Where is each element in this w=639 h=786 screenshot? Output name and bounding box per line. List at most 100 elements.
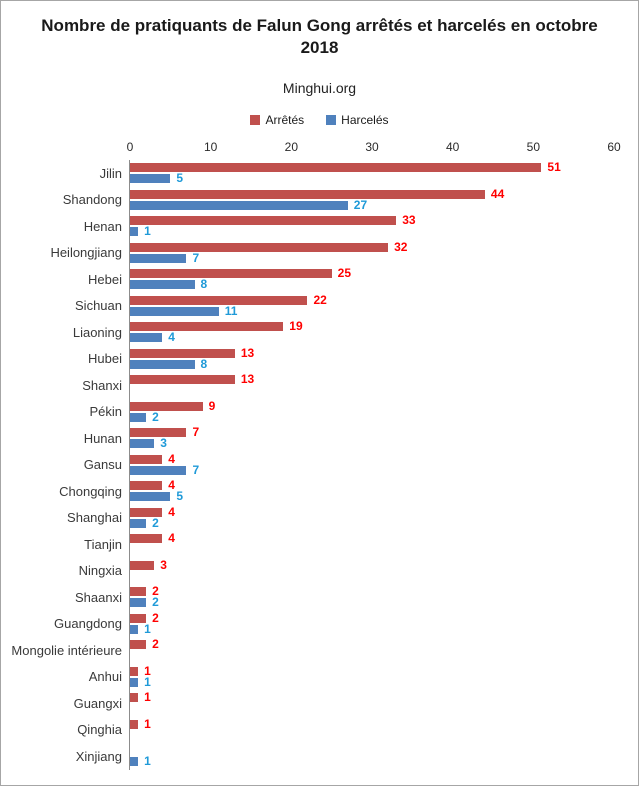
value-label-harceles: 1 (144, 754, 151, 768)
row-bars: 1 (130, 743, 614, 770)
bar-arretes (130, 534, 163, 543)
category-label: Pékin (89, 404, 122, 420)
row-bars: 2 (130, 637, 614, 664)
plot-area: Jilin 51 5 Shandong 44 27 Henan 33 1 Heilongjiang… (1, 160, 638, 770)
x-axis-tick-label: 10 (203, 140, 218, 154)
category-row: Shandong 44 27 (1, 187, 638, 214)
category-label: Xinjiang (75, 748, 122, 764)
row-bars: 19 4 (130, 319, 614, 346)
category-row: Chongqing 4 5 (1, 478, 638, 505)
value-label-harceles: 8 (200, 356, 208, 371)
bar-harceles (130, 174, 171, 183)
bar-line: 2 (130, 517, 614, 529)
bar-line: 5 (130, 490, 614, 502)
category-row: Anhui 1 1 (1, 664, 638, 691)
chart-title: Nombre de pratiquants de Falun Gong arrê… (41, 16, 598, 57)
category-label: Mongolie intérieure (11, 642, 122, 658)
value-label-harceles: 1 (144, 224, 151, 238)
bar-line (130, 746, 614, 755)
category-row: Hebei 25 8 (1, 266, 638, 293)
category-label: Jilin (99, 165, 122, 181)
category-row: Mongolie intérieure 2 (1, 637, 638, 664)
category-row: Sichuan 22 11 (1, 293, 638, 320)
row-bars: 22 11 (130, 293, 614, 320)
legend-label: Harcelés (341, 113, 389, 127)
category-row: Tianjin 4 (1, 531, 638, 558)
chart-subtitle: Minghui.org (282, 80, 357, 96)
category-row: Qinghia 1 (1, 717, 638, 744)
bar-harceles (130, 624, 139, 634)
value-label-arretes: 13 (240, 372, 255, 386)
category-row: Henan 33 1 (1, 213, 638, 240)
category-label: Shandong (62, 192, 122, 208)
category-label: Gansu (83, 457, 122, 473)
row-bars: 13 8 (130, 346, 614, 373)
bar-arretes (130, 613, 147, 623)
value-label-harceles: 4 (168, 330, 175, 344)
bar-line: 4 (130, 330, 614, 344)
bar-line: 1 (130, 224, 614, 238)
legend-label: Arrêtés (265, 113, 305, 127)
bar-harceles (130, 439, 155, 448)
bar-line: 22 (130, 292, 614, 307)
category-row: Pékin 9 2 (1, 399, 638, 426)
bar-line: 5 (130, 171, 614, 185)
bar-arretes (130, 348, 235, 358)
bar-harceles (130, 227, 139, 236)
legend-swatch-arretes (250, 115, 261, 125)
bar-line: 19 (130, 320, 614, 332)
category-label: Liaoning (72, 324, 122, 340)
bar-harceles (130, 333, 163, 342)
bar-line: 13 (130, 372, 614, 386)
row-bars: 4 (130, 531, 614, 558)
bar-arretes (130, 640, 147, 649)
bar-arretes (130, 401, 203, 411)
bar-arretes (130, 322, 284, 331)
bar-arretes (130, 189, 485, 199)
category-label: Hunan (83, 430, 122, 446)
bar-arretes (130, 216, 397, 225)
legend-item: Arrêtés (250, 113, 304, 127)
bar-arretes (130, 454, 163, 464)
bar-arretes (130, 163, 542, 172)
bar-harceles (130, 465, 187, 475)
value-label-arretes: 3 (160, 557, 167, 572)
bar-line (130, 704, 614, 713)
bar-harceles (130, 412, 147, 422)
value-label-harceles: 27 (353, 197, 368, 212)
bar-harceles (130, 306, 219, 316)
category-label: Shanxi (82, 377, 122, 393)
bar-line: 9 (130, 400, 614, 412)
category-label: Shanghai (67, 510, 122, 526)
bar-line: 2 (130, 585, 614, 597)
x-axis-tick-label: 20 (284, 140, 299, 154)
category-label: Hubei (88, 351, 122, 367)
row-bars: 51 5 (130, 160, 614, 187)
category-row: Jilin 51 5 (1, 160, 638, 187)
value-label-arretes: 22 (313, 292, 327, 307)
bar-line: 2 (130, 612, 614, 624)
category-row: Shanxi 13 (1, 372, 638, 399)
bar-harceles (130, 518, 147, 528)
bar-line (130, 545, 614, 554)
bar-line: 7 (130, 464, 614, 476)
x-axis: 0 10 20 30 40 50 60 (127, 140, 621, 155)
value-label-arretes: 7 (192, 425, 200, 439)
value-label-harceles: 5 (176, 171, 184, 185)
row-bars: 1 (130, 717, 614, 744)
value-label-harceles: 3 (160, 436, 167, 450)
bar-line: 1 (130, 665, 614, 677)
bar-line: 11 (130, 305, 614, 317)
value-label-arretes: 1 (144, 690, 151, 704)
bar-arretes (130, 242, 389, 252)
category-label: Heilongjiang (50, 245, 122, 261)
value-label-harceles: 7 (192, 250, 200, 265)
bar-arretes (130, 295, 308, 305)
x-axis-tick-label: 50 (526, 140, 541, 154)
value-label-arretes: 4 (168, 504, 175, 519)
row-bars: 3 (130, 558, 614, 585)
category-row: Hunan 7 3 (1, 425, 638, 452)
legend: Arrêtés Harcelés (1, 112, 638, 128)
